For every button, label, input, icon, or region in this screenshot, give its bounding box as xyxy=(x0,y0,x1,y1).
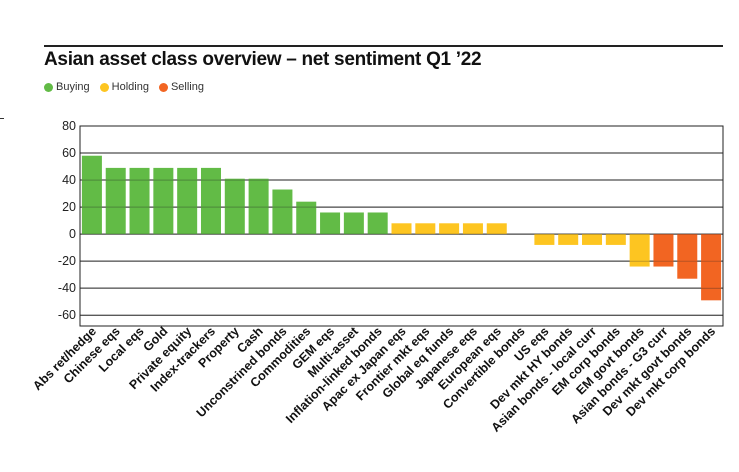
legend: Buying Holding Selling xyxy=(44,81,204,93)
legend-swatch-selling xyxy=(158,82,168,92)
legend-item-selling: Selling xyxy=(158,81,204,93)
bar xyxy=(486,223,507,235)
y-tick-label: 80 xyxy=(62,119,76,133)
y-tick-label: -20 xyxy=(58,254,76,268)
bar xyxy=(391,223,412,235)
legend-item-holding: Holding xyxy=(99,81,149,93)
bar xyxy=(629,234,650,267)
bar xyxy=(701,234,722,301)
bar xyxy=(582,234,603,245)
bar xyxy=(153,167,174,235)
bar xyxy=(343,212,364,235)
title-rule xyxy=(44,45,723,47)
y-tick-label: 60 xyxy=(62,146,76,160)
chart-title: Asian asset class overview – net sentime… xyxy=(44,49,482,70)
y-tick-label: 40 xyxy=(62,173,76,187)
margin-mark xyxy=(0,118,4,119)
legend-swatch-buying xyxy=(44,82,53,92)
legend-label-holding: Holding xyxy=(111,81,149,93)
y-tick-label: 0 xyxy=(69,227,76,241)
bar xyxy=(81,155,102,235)
bar xyxy=(558,234,579,245)
bar xyxy=(320,212,341,235)
bar xyxy=(367,212,388,235)
bar xyxy=(677,234,698,279)
y-tick-label: -60 xyxy=(58,308,76,322)
bar xyxy=(462,223,483,235)
bar xyxy=(653,234,674,267)
bar xyxy=(296,201,317,235)
bar xyxy=(105,167,126,235)
bar xyxy=(177,167,198,235)
legend-label-selling: Selling xyxy=(170,81,204,93)
bar xyxy=(272,189,293,235)
bar xyxy=(415,223,436,235)
legend-swatch-holding xyxy=(99,82,109,92)
y-tick-label: -40 xyxy=(58,281,76,295)
legend-label-buying: Buying xyxy=(56,81,90,93)
bar xyxy=(534,234,555,245)
bar xyxy=(224,178,245,235)
bar xyxy=(200,167,221,235)
legend-item-buying: Buying xyxy=(44,81,90,93)
bar xyxy=(439,223,460,235)
bar xyxy=(248,178,269,235)
bar xyxy=(129,167,150,235)
y-tick-label: 20 xyxy=(62,200,76,214)
bar xyxy=(605,234,626,245)
